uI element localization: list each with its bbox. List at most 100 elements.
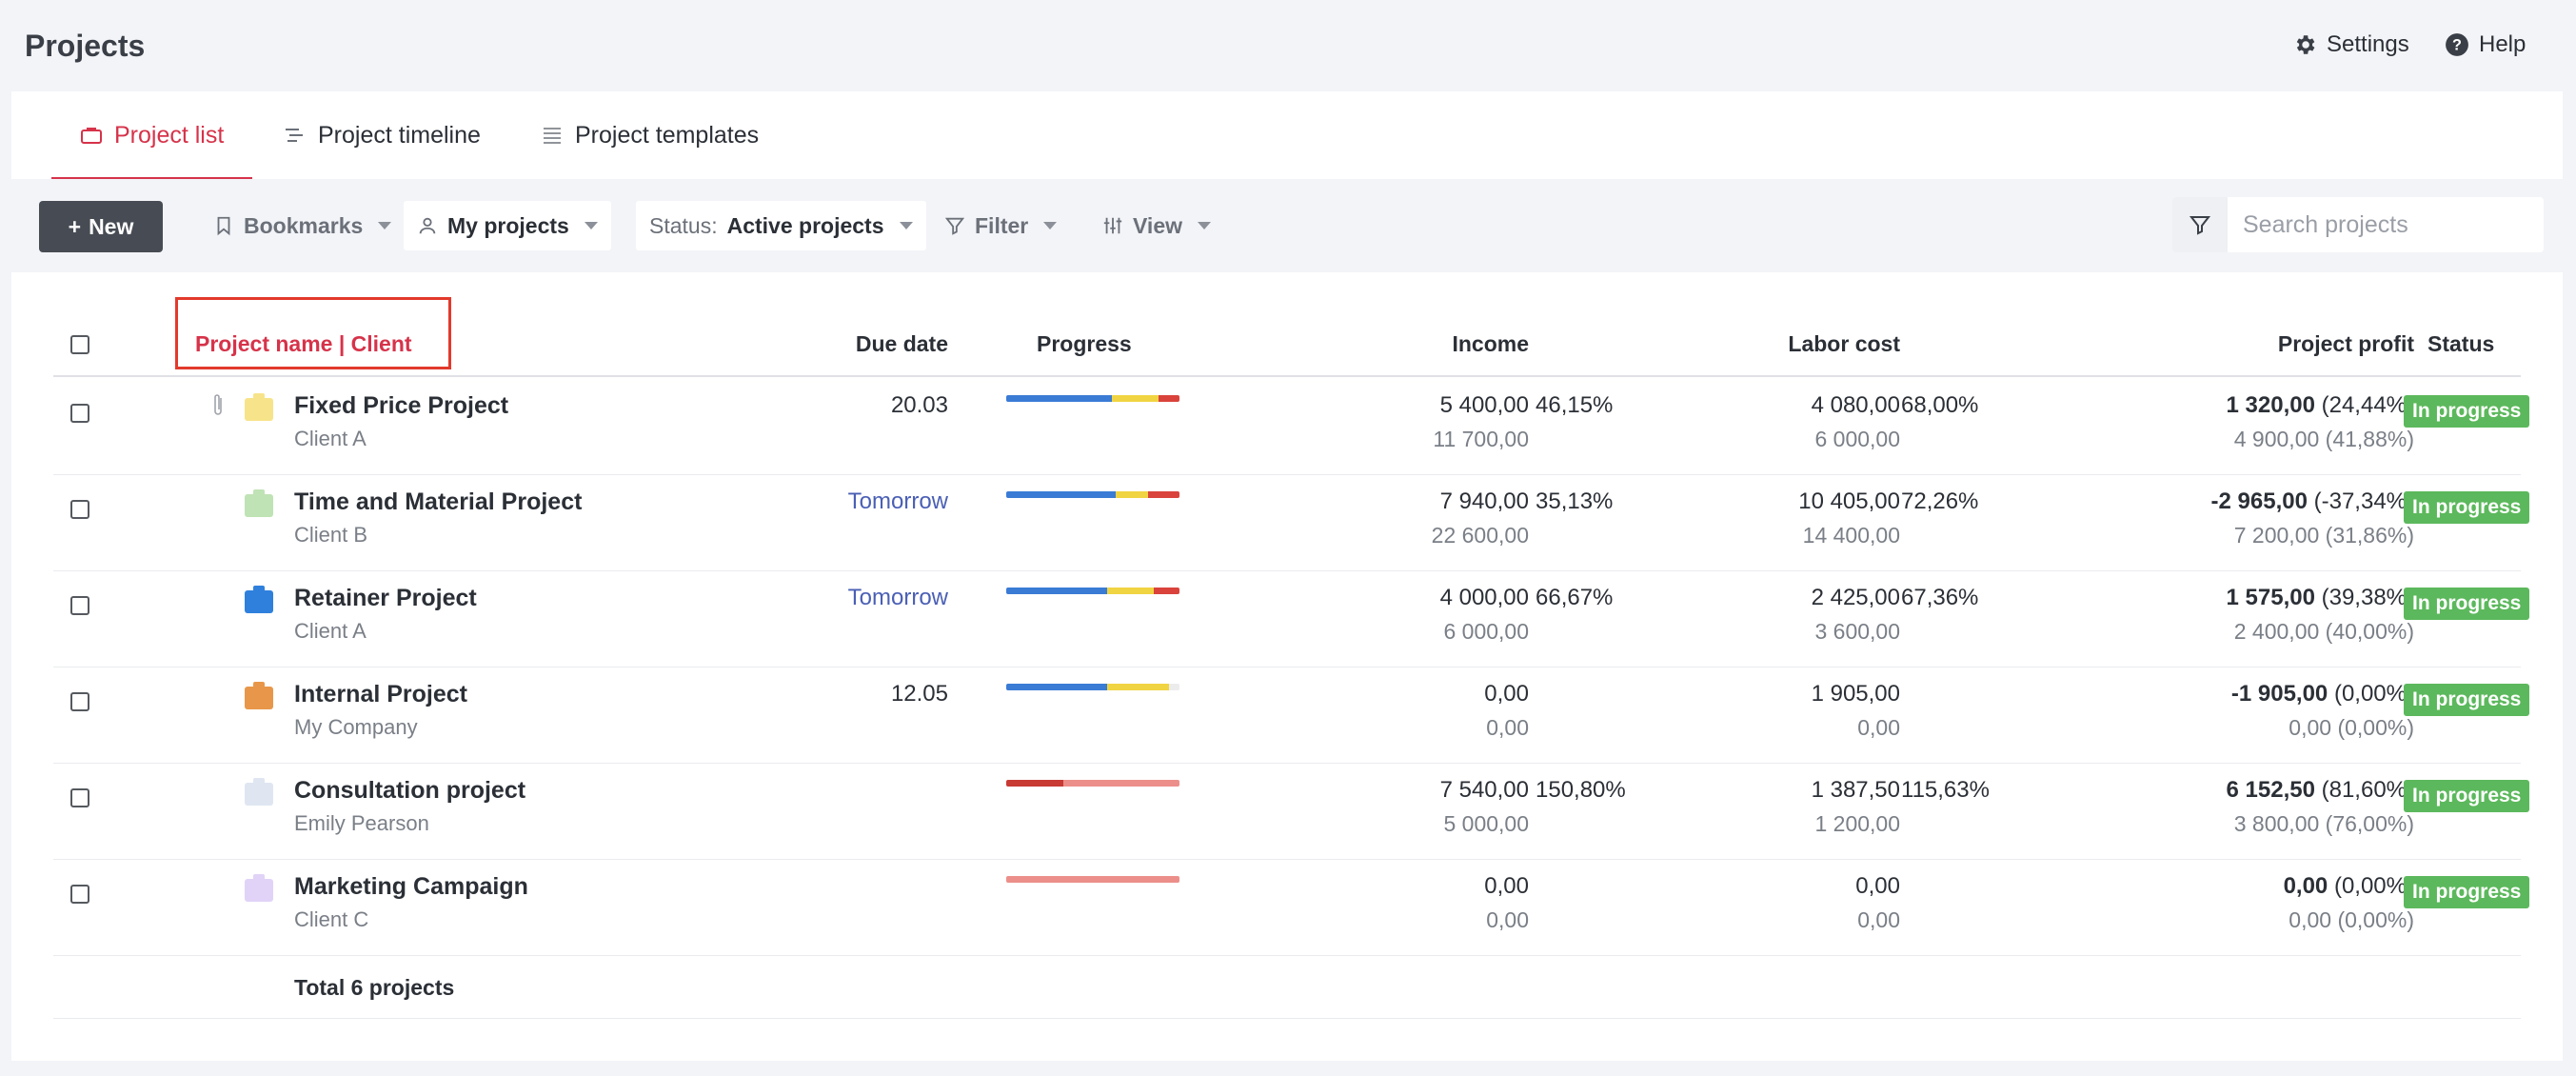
income-value: 0,00 bbox=[1484, 681, 1529, 707]
row-checkbox[interactable] bbox=[70, 500, 89, 519]
progress-bar bbox=[1006, 395, 1179, 402]
chevron-down-icon bbox=[1198, 222, 1211, 229]
project-profit: -1 905,00 (0,00%) bbox=[2100, 681, 2414, 707]
select-all-checkbox[interactable] bbox=[70, 335, 89, 354]
labor-cost-percent: 72,26% bbox=[1901, 488, 1979, 514]
view-dropdown[interactable]: View bbox=[1089, 201, 1224, 250]
project-name[interactable]: Consultation project bbox=[294, 777, 526, 804]
labor-cost-percent: 67,36% bbox=[1901, 585, 1979, 610]
table-row[interactable]: Time and Material Project Client B Tomorro… bbox=[53, 475, 2530, 571]
client-name[interactable]: Client A bbox=[294, 427, 367, 450]
column-progress[interactable]: Progress bbox=[1037, 331, 1132, 356]
due-date: Tomorrow bbox=[847, 488, 948, 514]
profit-value: 1 320,00 bbox=[2226, 392, 2315, 418]
column-status[interactable]: Status bbox=[2427, 331, 2495, 356]
project-name[interactable]: Internal Project bbox=[294, 681, 467, 707]
tab-project-list[interactable]: Project list bbox=[50, 91, 253, 179]
main-card: Project list Project timeline Project te… bbox=[11, 91, 2563, 1061]
project-profit: 1 575,00 (39,38%) bbox=[2100, 585, 2414, 611]
status-dropdown[interactable]: Status: Active projects bbox=[636, 201, 926, 250]
view-label: View bbox=[1133, 212, 1182, 238]
table-row[interactable]: Consultation project Emily Pearson 7 540,0… bbox=[53, 764, 2530, 860]
income-value: 4 000,00 bbox=[1439, 585, 1529, 610]
column-name[interactable]: Project name | Client bbox=[195, 331, 412, 356]
labor-cost-budget: 0,00 bbox=[1857, 907, 1900, 932]
status-badge: In progress bbox=[2404, 588, 2530, 620]
labor-cost-value: 1 387,50 bbox=[1811, 777, 1900, 803]
project-profit: 6 152,50 (81,60%) bbox=[2100, 777, 2414, 804]
income-value: 7 540,00 bbox=[1439, 777, 1529, 803]
labor-cost-budget: 0,00 bbox=[1857, 715, 1900, 740]
row-checkbox[interactable] bbox=[70, 885, 89, 904]
client-name[interactable]: My Company bbox=[294, 715, 418, 739]
total-label: Total 6 projects bbox=[294, 975, 455, 1000]
project-color-icon bbox=[245, 778, 273, 806]
row-checkbox[interactable] bbox=[70, 788, 89, 807]
progress-bar bbox=[1006, 780, 1179, 787]
client-name[interactable]: Client C bbox=[294, 907, 369, 931]
profit-percent: (24,44%) bbox=[2321, 392, 2414, 418]
row-checkbox[interactable] bbox=[70, 692, 89, 711]
new-project-button[interactable]: + New bbox=[39, 201, 163, 252]
project-name[interactable]: Marketing Campaign bbox=[294, 873, 528, 900]
labor-cost-value: 10 405,00 bbox=[1798, 488, 1900, 514]
profit-value: 6 152,50 bbox=[2226, 777, 2315, 803]
search-filter-button[interactable] bbox=[2172, 197, 2228, 252]
column-labor-cost[interactable]: Labor cost bbox=[1788, 331, 1900, 356]
status-badge: In progress bbox=[2404, 780, 2530, 812]
tab-bar: Project list Project timeline Project te… bbox=[11, 91, 2563, 179]
project-name[interactable]: Fixed Price Project bbox=[294, 392, 509, 419]
due-date: 12.05 bbox=[890, 681, 948, 707]
client-name[interactable]: Client A bbox=[294, 619, 367, 643]
tab-label: Project list bbox=[114, 121, 225, 149]
labor-cost-percent: 68,00% bbox=[1901, 392, 1979, 418]
table-row[interactable]: Fixed Price Project Client A 20.03 5 400,00… bbox=[53, 379, 2530, 475]
highlight-box bbox=[175, 297, 451, 369]
column-due-date[interactable]: Due date bbox=[855, 331, 948, 356]
project-name[interactable]: Retainer Project bbox=[294, 585, 477, 611]
search-input[interactable] bbox=[2243, 210, 2528, 239]
help-label: Help bbox=[2479, 31, 2526, 57]
column-project-profit[interactable]: Project profit bbox=[2277, 331, 2414, 356]
project-color-icon bbox=[245, 489, 273, 517]
row-checkbox[interactable] bbox=[70, 596, 89, 615]
client-name[interactable]: Client B bbox=[294, 523, 368, 547]
status-badge: In progress bbox=[2404, 491, 2530, 524]
help-button[interactable]: ? Help bbox=[2445, 31, 2526, 58]
column-income[interactable]: Income bbox=[1452, 331, 1529, 356]
chevron-down-icon bbox=[899, 222, 913, 229]
project-color-icon bbox=[245, 874, 273, 902]
project-color-icon bbox=[245, 586, 273, 613]
client-name[interactable]: Emily Pearson bbox=[294, 811, 429, 835]
project-profit: 1 320,00 (24,44%) bbox=[2100, 392, 2414, 419]
chevron-down-icon bbox=[1043, 222, 1058, 229]
bookmarks-dropdown[interactable]: Bookmarks bbox=[200, 201, 405, 250]
list-icon bbox=[544, 128, 561, 144]
labor-cost-percent: 115,63% bbox=[1901, 777, 1990, 803]
page-title: Projects bbox=[25, 29, 146, 63]
progress-bar bbox=[1006, 491, 1179, 498]
row-checkbox[interactable] bbox=[70, 404, 89, 423]
settings-button[interactable]: Settings bbox=[2292, 31, 2409, 58]
project-name[interactable]: Time and Material Project bbox=[294, 488, 583, 515]
status-badge: In progress bbox=[2404, 876, 2530, 908]
income-value: 5 400,00 bbox=[1439, 392, 1529, 418]
table-row[interactable]: Marketing Campaign Client C 0,00 0,00 0,00 0,… bbox=[53, 860, 2530, 956]
my-projects-dropdown[interactable]: My projects bbox=[404, 201, 611, 250]
tab-project-templates[interactable]: Project templates bbox=[541, 91, 759, 179]
income-value: 7 940,00 bbox=[1439, 488, 1529, 514]
labor-cost-budget: 14 400,00 bbox=[1802, 523, 1900, 548]
income-percent: 150,80% bbox=[1536, 777, 1626, 803]
labor-cost-value: 0,00 bbox=[1855, 873, 1900, 899]
briefcase-icon bbox=[81, 128, 102, 144]
tab-project-timeline[interactable]: Project timeline bbox=[284, 91, 481, 179]
progress-bar bbox=[1006, 588, 1179, 594]
table-row[interactable]: Retainer Project Client A Tomorrow 4 000,00… bbox=[53, 571, 2530, 668]
filter-dropdown[interactable]: Filter bbox=[931, 201, 1070, 250]
table-row[interactable]: Internal Project My Company 12.05 0,00 0,00 1… bbox=[53, 668, 2530, 764]
profit-percent: (-37,34%) bbox=[2313, 488, 2414, 514]
income-percent: 46,15% bbox=[1536, 392, 1614, 418]
filter-icon bbox=[944, 217, 965, 235]
new-label: New bbox=[89, 213, 134, 239]
status-prefix: Status: bbox=[649, 212, 718, 238]
